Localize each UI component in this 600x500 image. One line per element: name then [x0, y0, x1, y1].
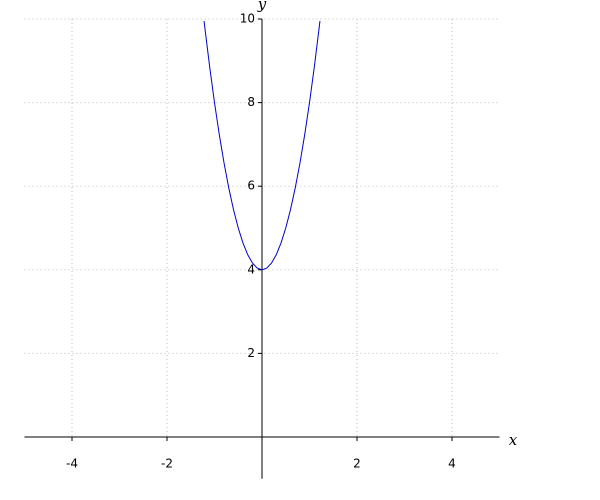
y-tick-label: 4: [247, 262, 255, 276]
x-tick-label: 2: [353, 457, 361, 471]
y-axis-title: y: [257, 0, 267, 13]
y-tick-label: 6: [247, 179, 255, 193]
y-tick-label: 8: [247, 95, 255, 109]
y-tick-label: 10: [240, 12, 255, 26]
x-tick-label: -4: [66, 457, 78, 471]
curve: [203, 21, 321, 271]
y-tick-label: 2: [247, 346, 255, 360]
x-tick-label: 4: [448, 457, 456, 471]
x-tick-label: -2: [161, 457, 173, 471]
x-axis-title: x: [509, 431, 518, 449]
